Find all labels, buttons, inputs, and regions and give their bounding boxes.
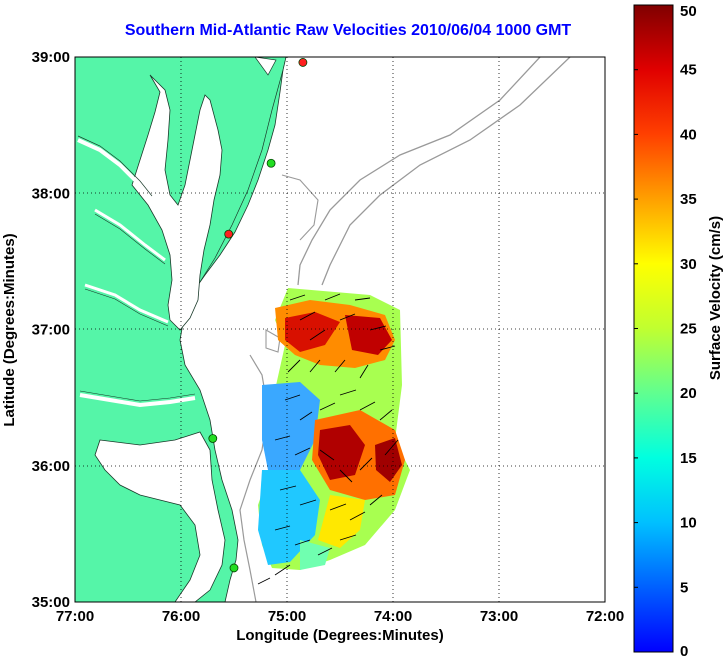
- chart-title: Southern Mid-Atlantic Raw Velocities 201…: [124, 22, 572, 39]
- colorbar-tick-label: 35: [680, 191, 697, 208]
- x-tick-label: 77:00: [56, 608, 94, 625]
- colorbar-tick-label: 5: [680, 579, 688, 596]
- x-tick-label: 76:00: [162, 608, 200, 625]
- colorbar-tick-label: 10: [680, 515, 697, 532]
- colorbar-tick-label: 15: [680, 450, 697, 467]
- station-marker: [208, 434, 218, 443]
- pamlico-sound: [94, 431, 226, 602]
- velocity-arrows: [257, 293, 399, 585]
- station-marker: [224, 229, 234, 239]
- velocity-field: [258, 288, 410, 570]
- station-marker: [298, 58, 308, 67]
- colorbar-tick-label: 20: [680, 385, 697, 402]
- colorbar-tick-label: 40: [680, 126, 697, 143]
- x-tick-label: 75:00: [268, 608, 306, 625]
- colorbar-tick-label: 25: [680, 321, 697, 338]
- colorbar-tick-label: 45: [680, 62, 697, 79]
- x-tick-label: 74:00: [374, 608, 412, 625]
- y-axis-label: Latitude (Degrees:Minutes): [1, 233, 18, 426]
- colorbar-tick-label: 30: [680, 256, 697, 273]
- station-marker: [229, 563, 239, 573]
- x-tick-labels: 77:00 76:00 75:00 74:00 73:00 72:00: [56, 608, 624, 625]
- grid: [75, 57, 605, 602]
- chesapeake-bay: [131, 74, 223, 331]
- colorbar-tick-label: 50: [680, 3, 697, 20]
- y-tick-labels: 39:00 38:00 37:00 36:00 35:00: [32, 49, 70, 611]
- colorbar: [633, 4, 674, 653]
- y-tick-label: 36:00: [32, 458, 70, 475]
- y-tick-label: 38:00: [32, 185, 70, 202]
- colorbar-tick-label: 0: [680, 643, 688, 659]
- x-tick-label: 73:00: [480, 608, 518, 625]
- bathymetry-contour: [297, 57, 541, 286]
- plot-frame: [74, 56, 606, 603]
- x-tick-label: 72:00: [586, 608, 624, 625]
- y-tick-label: 37:00: [32, 322, 70, 339]
- station-marker: [266, 158, 276, 168]
- y-tick-label: 35:00: [32, 594, 70, 611]
- colorbar-label: Surface Velocity (cm/s): [707, 216, 724, 380]
- y-tick-label: 39:00: [32, 49, 70, 66]
- potomac-river: [77, 138, 152, 202]
- station-markers: [208, 58, 308, 573]
- x-axis-label: Longitude (Degrees:Minutes): [236, 627, 444, 644]
